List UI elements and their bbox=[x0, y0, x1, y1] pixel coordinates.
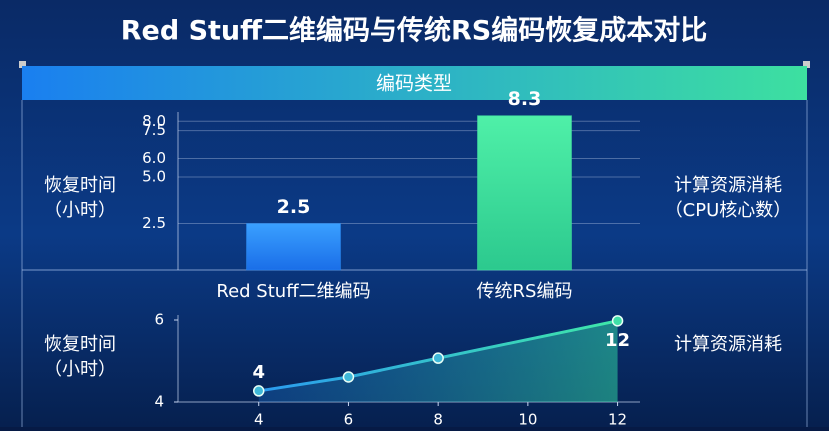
header-band bbox=[22, 66, 807, 100]
point bbox=[342, 371, 355, 383]
y-axis-title: （小时） bbox=[44, 359, 116, 380]
annotation: 4 bbox=[252, 362, 265, 383]
value-label: 2.5 bbox=[277, 196, 311, 218]
value-label: 8.3 bbox=[508, 88, 542, 110]
corner bbox=[19, 61, 26, 68]
y2-axis-title: 计算资源消耗 bbox=[674, 334, 782, 355]
title: Red Stuff二维编码与传统RS编码恢复成本对比 bbox=[121, 15, 708, 47]
point bbox=[611, 315, 624, 327]
point bbox=[252, 385, 265, 397]
y2-axis-title: （CPU核心数） bbox=[665, 200, 792, 221]
y-tick-label: 6 bbox=[154, 311, 164, 329]
y-tick-label: 2.5 bbox=[142, 214, 166, 232]
y-tick-label: 4 bbox=[154, 393, 164, 411]
bar bbox=[477, 115, 572, 271]
point bbox=[432, 352, 444, 364]
y-axis-title: 恢复时间 bbox=[44, 334, 116, 355]
annotation: 12 bbox=[605, 330, 630, 351]
y-axis-title: 恢复时间 bbox=[44, 175, 116, 196]
x-tick-label: 8 bbox=[433, 411, 443, 428]
corner bbox=[803, 61, 810, 68]
x-tick-label: 6 bbox=[344, 411, 354, 428]
y-tick-label: 8.0 bbox=[142, 112, 166, 130]
y-axis-title: （小时） bbox=[44, 200, 116, 221]
x-tick-label: 10 bbox=[518, 411, 537, 428]
x-axis-title: 编码类型 bbox=[376, 73, 452, 95]
x-tick-label: 4 bbox=[254, 411, 264, 428]
x-tick-label: Red Stuff二维编码 bbox=[216, 281, 370, 302]
x-tick-label: 12 bbox=[608, 411, 627, 428]
y-tick-label: 7.5 bbox=[142, 121, 166, 139]
bar bbox=[246, 223, 341, 271]
y-tick-label: 5.0 bbox=[142, 168, 166, 186]
x-tick-label: 传统RS编码 bbox=[477, 281, 573, 302]
y2-axis-title: 计算资源消耗 bbox=[674, 175, 782, 196]
line bbox=[258, 319, 618, 393]
y-tick-label: 6.0 bbox=[142, 149, 166, 167]
